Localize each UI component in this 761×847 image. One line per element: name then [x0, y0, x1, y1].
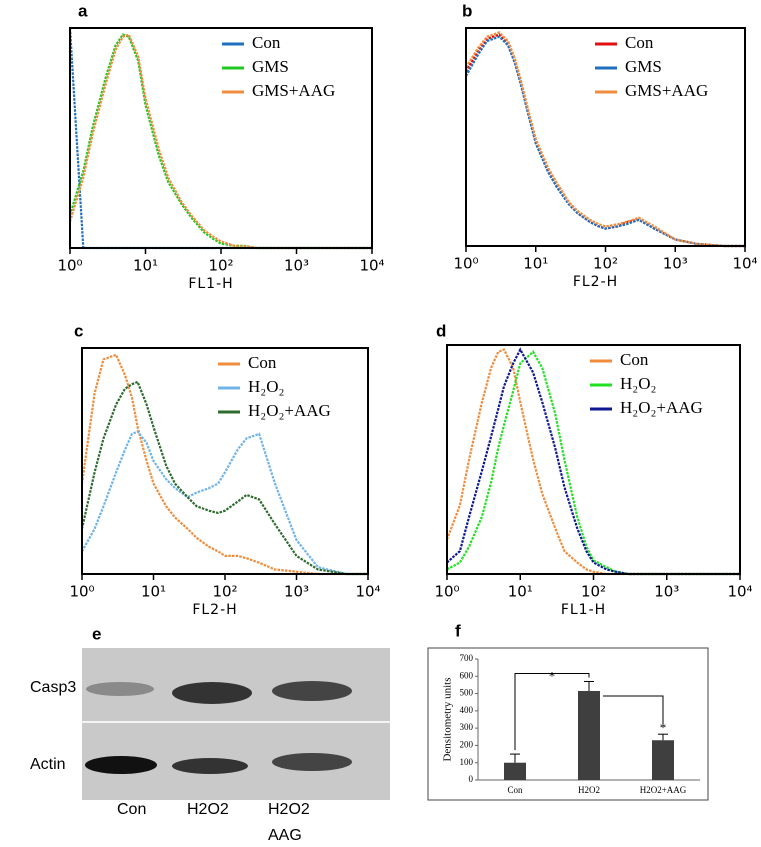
legend-label: GMS+AAG: [252, 81, 335, 100]
plot-frame: [69, 27, 373, 249]
blot-band: [172, 682, 252, 704]
x-tick-label: Con: [507, 785, 523, 795]
lane-label: AAG: [268, 827, 302, 844]
legend-label: Con: [248, 353, 277, 372]
significance-bracket: [603, 695, 664, 725]
legend-label: GMS: [252, 57, 289, 76]
panel-label: a: [78, 1, 88, 20]
row-label: Casp3: [30, 679, 76, 696]
x-tick-label: 10¹: [133, 257, 158, 275]
bar: [578, 690, 600, 780]
y-tick-label: 200: [460, 739, 474, 749]
legend-label: H₂O₂: [620, 374, 656, 393]
blot-band: [85, 756, 157, 774]
annotation: *: [660, 720, 667, 735]
lane-label: H2O2: [268, 801, 310, 818]
annotation: *: [549, 668, 556, 683]
legend-label: H₂O₂+AAG: [620, 398, 703, 417]
y-tick-label: 0: [469, 774, 474, 784]
lane-label: H2O2: [187, 801, 229, 818]
blot-band: [86, 682, 154, 696]
y-tick-label: 500: [460, 688, 474, 698]
x-tick-label: 10³: [284, 583, 309, 601]
x-tick-label: 10⁰: [69, 583, 94, 601]
legend-label: H₂O₂+AAG: [248, 401, 331, 420]
chart-frame: [427, 647, 709, 801]
y-tick-label: 600: [460, 670, 474, 680]
lane-label: Con: [117, 801, 146, 818]
y-tick-label: 100: [460, 757, 474, 767]
y-axis-label: Densitometry units: [442, 677, 454, 761]
x-tick-label: H2O2+AAG: [640, 785, 687, 795]
x-tick-label: 10⁴: [355, 583, 380, 601]
x-tick-label: 10²: [212, 583, 237, 601]
x-tick-label: 10¹: [523, 255, 548, 273]
blot-band: [272, 753, 352, 771]
x-tick-label: 10²: [208, 257, 233, 275]
x-tick-label: 10²: [593, 255, 618, 273]
legend-label: H₂O₂: [248, 377, 284, 396]
histogram-curve: [445, 348, 740, 576]
x-tick-label: 10¹: [508, 583, 533, 601]
x-tick-label: 10³: [663, 255, 688, 273]
plot-frame: [465, 27, 746, 247]
blot-band: [272, 681, 352, 701]
x-tick-label: 10⁴: [732, 255, 757, 273]
legend-label: Con: [620, 350, 649, 369]
histogram-curve: [465, 35, 745, 248]
panel-label: c: [74, 321, 83, 340]
x-axis-label: FL2-H: [192, 602, 237, 618]
row-label: Actin: [30, 756, 66, 773]
histogram-curve: [446, 347, 740, 576]
y-tick-label: 700: [460, 653, 474, 663]
y-tick-label: 400: [460, 705, 474, 715]
histogram-curve: [80, 380, 368, 576]
histogram-curve: [80, 353, 368, 576]
panel-label: e: [92, 624, 101, 643]
panel-label: b: [462, 1, 472, 20]
plot-frame: [446, 344, 741, 575]
panel-label: d: [436, 321, 446, 340]
x-tick-label: 10¹: [141, 583, 166, 601]
histogram-curve: [81, 430, 368, 576]
bar: [652, 740, 674, 780]
plot-frame: [81, 347, 369, 575]
blot-membrane: [82, 648, 390, 800]
x-tick-label: 10³: [654, 583, 679, 601]
x-axis-label: FL1-H: [561, 602, 606, 618]
blot-band: [172, 758, 248, 774]
x-tick-label: 10⁰: [453, 255, 478, 273]
panel-label: f: [455, 621, 461, 640]
panel: b 10⁰ 10¹ 10² 10³ 10⁴ FL2-H Con GMS GMS+AAG: [453, 1, 757, 290]
x-tick-label: 10⁰: [57, 257, 82, 275]
blot-labels: e Casp3 Actin Con H2O2 H2O2 AAG: [30, 624, 310, 844]
x-tick-label: H2O2: [578, 785, 600, 795]
x-tick-label: 10⁰: [434, 583, 459, 601]
panel: c 10⁰ 10¹ 10² 10³ 10⁴ FL2-H Con H₂O₂ H₂O₂+AAG: [69, 321, 380, 618]
legend-label: Con: [252, 33, 281, 52]
x-tick-label: 10²: [581, 583, 606, 601]
panel: f 0 100 200 300 400 500 600 700 Densitometry unit…: [427, 621, 709, 801]
x-axis-label: FL2-H: [573, 274, 618, 290]
legend-label: Con: [625, 33, 654, 52]
x-tick-label: 10³: [284, 257, 309, 275]
x-axis-label: FL1-H: [188, 276, 233, 292]
panel: d 10⁰ 10¹ 10² 10³ 10⁴ FL1-H Con H₂O₂ H₂O₂+AAG: [434, 321, 752, 618]
legend-label: GMS: [625, 57, 662, 76]
x-tick-label: 10⁴: [727, 583, 752, 601]
legend-label: GMS+AAG: [625, 81, 708, 100]
panel: a 10⁰ 10¹ 10² 10³ 10⁴ FL1-H Con GMS GMS+AAG: [57, 1, 384, 292]
histogram-curve: [465, 31, 745, 248]
y-tick-label: 300: [460, 722, 474, 732]
significance-bracket: [514, 672, 590, 751]
histogram-curve: [68, 27, 372, 250]
x-tick-label: 10⁴: [359, 257, 384, 275]
bar: [504, 762, 526, 780]
histogram-curve: [68, 33, 372, 250]
histogram-curve: [465, 33, 745, 248]
blot: [82, 648, 390, 800]
histogram-curve: [68, 33, 372, 250]
